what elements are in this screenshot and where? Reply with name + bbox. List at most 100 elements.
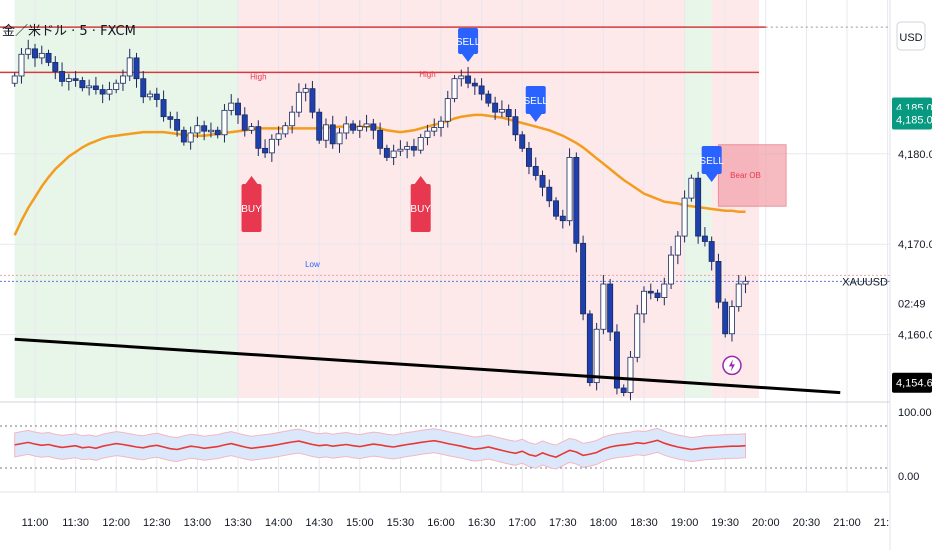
order-block — [717, 144, 787, 207]
candle-80 — [553, 197, 560, 220]
candle-44 — [309, 80, 316, 119]
signal-label: SELL — [699, 156, 724, 167]
x-axis: 11:00 11:30 12:00 12:30 13:00 13:30 14:00 14:30… — [0, 491, 932, 529]
sell-signal-2[interactable]: SELL — [699, 146, 724, 182]
candles — [11, 39, 749, 401]
candle-60 — [417, 133, 424, 154]
candle-72 — [498, 100, 505, 118]
candle-22 — [160, 90, 167, 122]
candle-87 — [600, 274, 607, 335]
signal-label: BUY — [410, 204, 431, 215]
x-tick-14: 18:00 — [590, 517, 618, 529]
candle-108 — [742, 276, 749, 294]
annotation-2: Low — [305, 260, 320, 269]
candle-62 — [431, 118, 438, 137]
signal-label: SELL — [456, 37, 481, 48]
y-axis-bg — [890, 0, 932, 550]
candle-74 — [512, 108, 519, 142]
candle-81 — [559, 209, 566, 229]
header: 金／米ドル · 5 · FXCM USD — [2, 21, 926, 51]
candle-71 — [492, 96, 499, 120]
candle-12 — [92, 76, 99, 95]
candle-32 — [228, 94, 235, 116]
x-tick-9: 15:30 — [387, 517, 415, 529]
candle-0 — [11, 72, 18, 87]
y-tick-0: 4,180.00 — [898, 149, 932, 161]
candle-78 — [539, 170, 546, 197]
candle-79 — [546, 179, 553, 208]
candle-56 — [390, 144, 397, 166]
candle-43 — [302, 83, 309, 102]
buy-signal-3[interactable]: BUY — [241, 176, 262, 232]
signal-label: BUY — [241, 204, 262, 215]
x-tick-11: 16:30 — [468, 517, 496, 529]
zone-green-0 — [14, 0, 239, 398]
candle-29 — [207, 122, 214, 138]
candle-76 — [525, 142, 532, 175]
candle-50 — [350, 120, 357, 134]
candle-31 — [221, 104, 228, 143]
candle-63 — [438, 116, 444, 137]
bear-ob-box — [717, 144, 787, 207]
candle-9 — [72, 71, 79, 87]
x-tick-16: 19:00 — [671, 517, 699, 529]
x-tick-5: 13:30 — [224, 517, 252, 529]
candle-58 — [404, 141, 411, 159]
candle-34 — [241, 107, 248, 137]
candle-97 — [668, 246, 675, 290]
candle-38 — [268, 134, 275, 162]
candle-103 — [708, 236, 715, 271]
candle-65 — [451, 75, 458, 103]
x-tick-12: 17:00 — [508, 517, 536, 529]
candle-94 — [647, 283, 654, 300]
rsi-band — [14, 427, 746, 470]
candle-18 — [133, 52, 140, 88]
candle-100 — [688, 174, 695, 202]
candle-30 — [214, 126, 221, 139]
candle-8 — [65, 73, 72, 91]
candle-91 — [627, 350, 634, 401]
y-axis: 4,180.00 4,170.00 4,160.00 100.00 0.00 4,185.… — [842, 0, 932, 550]
annotation-1: High — [419, 70, 435, 79]
currency-button-label: USD — [899, 32, 922, 44]
sell-signal-1[interactable]: SELL — [523, 86, 548, 122]
candle-89 — [613, 324, 620, 395]
candle-70 — [485, 90, 492, 107]
sell-signal-0[interactable]: SELL — [456, 28, 481, 62]
bid-tag: 4,185.00 — [892, 109, 932, 130]
candle-51 — [356, 120, 363, 138]
resistance-levels — [0, 26, 890, 282]
grid-lines — [0, 0, 929, 492]
candle-68 — [471, 78, 478, 95]
candle-4 — [38, 45, 45, 65]
x-tick-10: 16:00 — [427, 517, 455, 529]
signal-label: SELL — [523, 96, 548, 107]
lightning-icon[interactable] — [722, 355, 742, 376]
price-tag-text: 4,154.69 — [896, 378, 932, 390]
candle-83 — [573, 152, 580, 253]
candle-37 — [262, 139, 269, 158]
x-tick-19: 20:30 — [793, 517, 821, 529]
candle-57 — [397, 140, 404, 157]
symbol-label: XAUUSD — [842, 276, 888, 288]
candle-53 — [370, 118, 377, 140]
x-tick-6: 14:00 — [265, 517, 293, 529]
candle-40 — [282, 122, 289, 138]
candle-48 — [336, 127, 343, 153]
currency-button[interactable] — [896, 21, 926, 51]
candle-39 — [275, 126, 282, 146]
candle-66 — [458, 69, 465, 87]
candle-85 — [586, 310, 593, 387]
candle-19 — [140, 71, 147, 104]
candle-41 — [289, 105, 296, 134]
price-tag-text: 4,185.00 — [896, 115, 932, 127]
candle-7 — [59, 62, 66, 87]
candle-102 — [701, 227, 708, 247]
x-tick-15: 18:30 — [630, 517, 658, 529]
rsi-pane — [0, 401, 890, 470]
candle-86 — [593, 322, 600, 391]
candle-26 — [187, 126, 194, 150]
candle-6 — [52, 56, 59, 80]
buy-signal-4[interactable]: BUY — [410, 176, 431, 232]
